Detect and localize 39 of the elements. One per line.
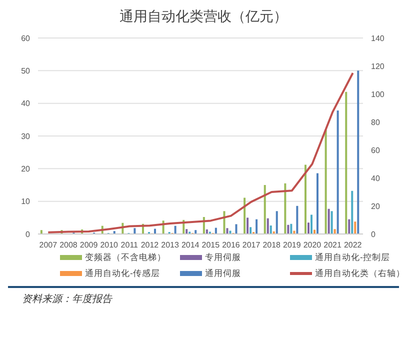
x-tick-label: 2015	[202, 240, 220, 250]
chart-title: 通用自动化类营收（亿元）	[118, 8, 288, 26]
y2-tick-label: 100	[371, 90, 385, 99]
y-tick-label: 30	[21, 132, 31, 141]
legend-label: 通用自动化-控制层	[315, 252, 390, 262]
legend-label: 通用伺服	[205, 268, 241, 278]
legend-label: 专用伺服	[205, 252, 241, 262]
x-tick-label: 2019	[283, 240, 302, 250]
x-tick-label: 2014	[181, 240, 200, 250]
y-tick-label: 0	[26, 230, 31, 239]
y2-tick-label: 20	[371, 202, 380, 211]
legend-label: 通用自动化类（右轴）	[315, 268, 405, 278]
x-tick-label: 2010	[100, 240, 119, 250]
x-tick-label: 2018	[262, 240, 282, 250]
y-tick-label: 60	[21, 34, 31, 43]
y2-tick-label: 140	[371, 34, 385, 43]
y2-tick-label: 40	[371, 174, 380, 183]
y2-tick-label: 60	[371, 146, 380, 155]
x-tick-label: 2016	[222, 240, 240, 250]
y2-tick-label: 120	[371, 62, 385, 71]
x-tick-label: 2017	[242, 240, 261, 250]
y-tick-label: 20	[21, 164, 31, 174]
y-tick-label: 40	[21, 99, 31, 108]
legend-label: 通用自动化-传感层	[85, 268, 160, 278]
x-tick-label: 2008	[60, 240, 78, 250]
x-tick-label: 2013	[161, 240, 180, 250]
y2-tick-label: 80	[371, 118, 380, 127]
x-tick-label: 2007	[39, 240, 58, 250]
y2-tick-label: 0	[371, 230, 376, 239]
x-tick-label: 2022	[344, 240, 362, 250]
y-tick-label: 10	[21, 197, 31, 206]
y-tick-label: 50	[21, 66, 31, 76]
x-tick-label: 2009	[80, 240, 98, 250]
x-tick-label: 2020	[303, 240, 322, 250]
x-tick-label: 2021	[324, 240, 342, 250]
x-tick-label: 2012	[140, 240, 160, 250]
legend-label: 变频器（不含电梯）	[85, 252, 166, 262]
x-tick-label: 2011	[120, 240, 139, 250]
text: 资料来源：年度报告	[22, 292, 114, 306]
